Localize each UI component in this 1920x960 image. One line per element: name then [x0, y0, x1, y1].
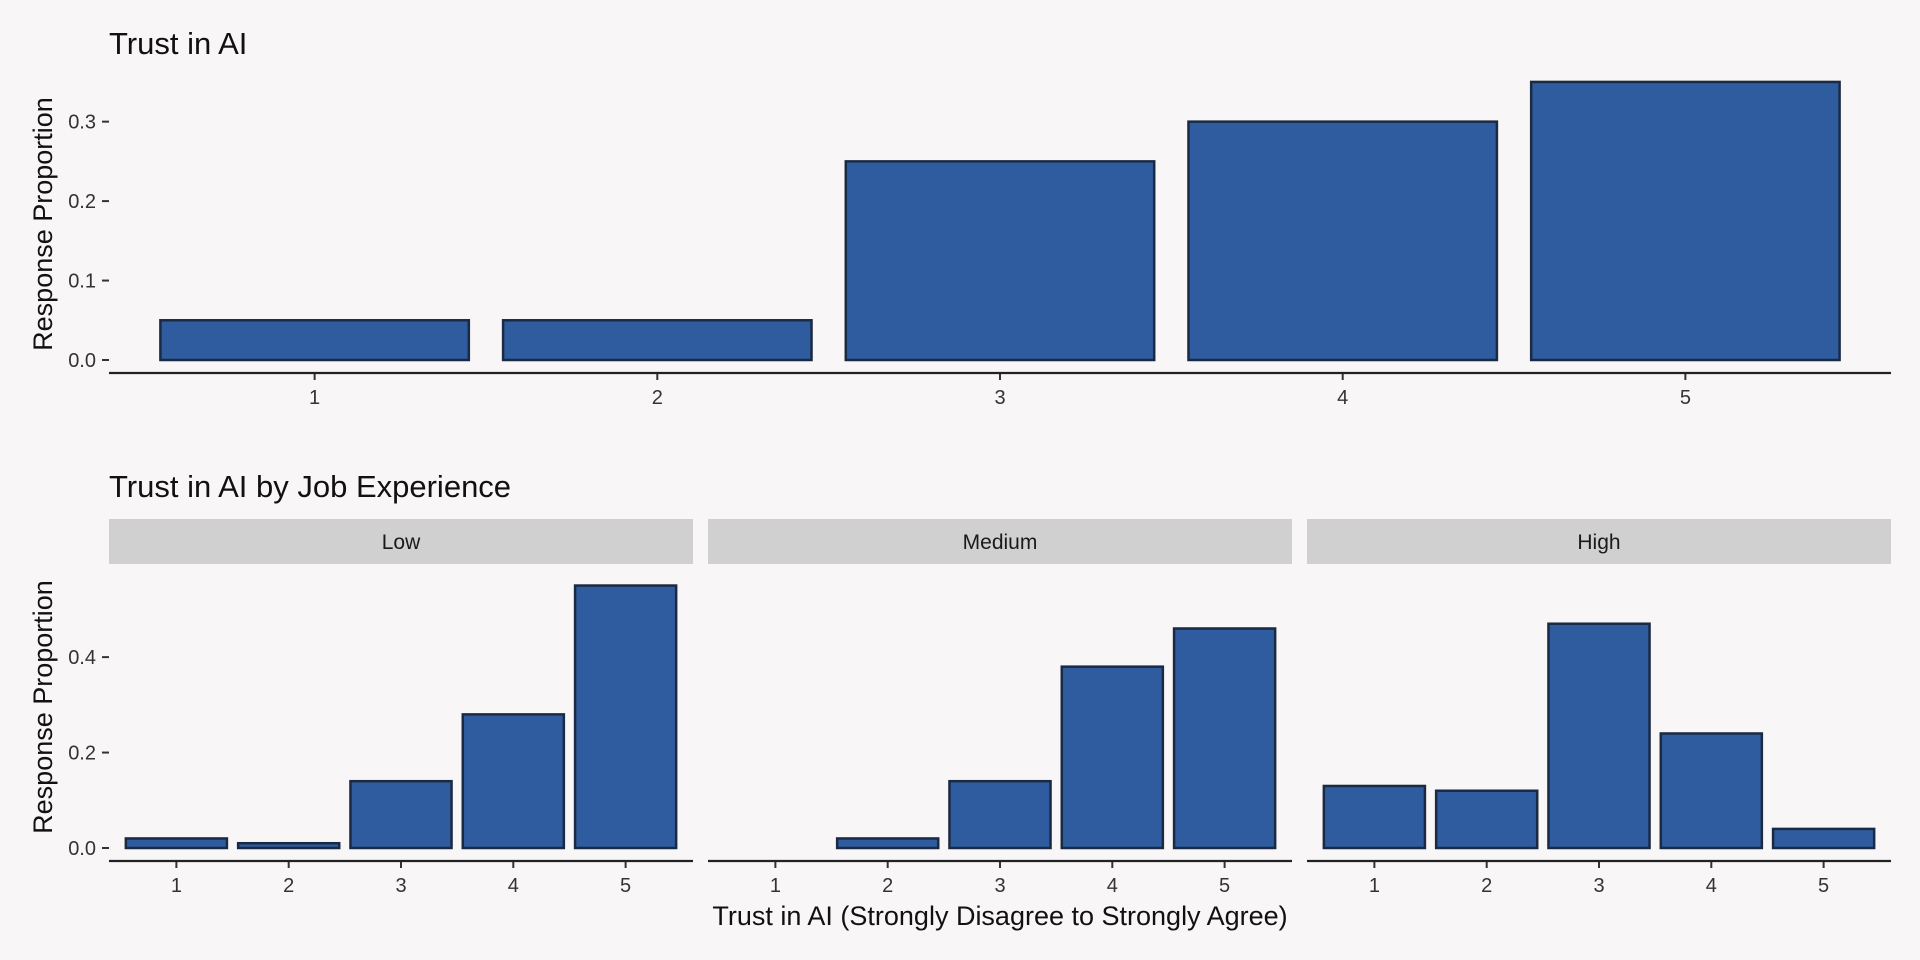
y-tick-label-faceted: 0.0	[68, 838, 96, 860]
bar-low-2	[236, 841, 341, 850]
bar-low-4	[461, 713, 566, 850]
y-ticks-overall: 0.0 0.1 0.2 0.3	[68, 112, 109, 372]
y-tick-label-faceted: 0.2	[68, 743, 96, 765]
bar-medium-3	[948, 779, 1052, 850]
facet-low: Low 1 2 3 4 5	[109, 519, 693, 897]
x-tick-label-medium: 4	[1107, 875, 1118, 897]
x-ticks-overall: 1 2 3 4 5	[309, 373, 1691, 409]
x-tick-label-medium: 3	[994, 875, 1005, 897]
x-tick-label-overall: 1	[309, 387, 320, 409]
chart-title-faceted: Trust in AI by Job Experience	[109, 469, 511, 504]
bar-high-5	[1771, 827, 1876, 850]
y-tick-label-overall: 0.2	[68, 191, 96, 213]
x-tick-label-high: 4	[1706, 875, 1717, 897]
overall-chart: Trust in AI Response Proportion 0.00.10.…	[28, 26, 1891, 409]
x-tick-label-high: 5	[1818, 875, 1829, 897]
bar-medium-5	[1172, 627, 1277, 850]
x-axis-label-faceted: Trust in AI (Strongly Disagree to Strong…	[712, 901, 1287, 931]
bar-low-5	[573, 584, 678, 850]
bar-overall-4	[1187, 120, 1499, 362]
bars-overall	[159, 80, 1841, 362]
x-tick-label-overall: 2	[652, 387, 663, 409]
bar-overall-5	[1529, 80, 1841, 362]
y-tick-label-overall: 0.3	[68, 112, 96, 134]
x-tick-label-high: 2	[1481, 875, 1492, 897]
facet-high: High 1 2 3 4 5	[1307, 519, 1891, 897]
bar-medium-4	[1060, 665, 1165, 850]
x-tick-label-low: 1	[171, 875, 182, 897]
facet-strip-medium	[708, 519, 1292, 564]
facet-label-high: High	[1577, 531, 1620, 554]
x-tick-label-medium: 2	[882, 875, 893, 897]
bar-high-2	[1434, 789, 1539, 850]
bar-high-1	[1322, 784, 1427, 850]
facet-strip-high	[1307, 519, 1891, 564]
y-axis-label-faceted: Response Proportion	[28, 580, 58, 834]
facet-strip-low	[109, 519, 693, 564]
x-tick-label-low: 5	[620, 875, 631, 897]
bar-overall-2	[501, 319, 813, 362]
bar-high-3	[1547, 622, 1651, 850]
bar-overall-1	[159, 319, 471, 362]
x-tick-label-low: 2	[283, 875, 294, 897]
y-tick-label-overall: 0.0	[68, 350, 96, 372]
x-tick-label-low: 3	[395, 875, 406, 897]
x-tick-label-overall: 4	[1337, 387, 1348, 409]
bar-medium-2	[835, 837, 940, 850]
x-tick-label-overall: 3	[994, 387, 1005, 409]
x-tick-label-overall: 5	[1680, 387, 1691, 409]
chart-title-overall: Trust in AI	[109, 26, 247, 61]
y-axis-label-overall: Response Proportion	[28, 97, 58, 351]
x-tick-label-high: 3	[1593, 875, 1604, 897]
y-tick-label-overall: 0.1	[68, 271, 96, 293]
facet-panels: Low 1 2 3 4 5 Medium 1 2 3 4 5 High 1 2 3 4 5	[109, 519, 1891, 897]
facet-medium: Medium 1 2 3 4 5	[708, 519, 1292, 897]
x-tick-label-low: 4	[508, 875, 519, 897]
x-tick-label-high: 1	[1369, 875, 1380, 897]
bar-low-3	[349, 779, 453, 850]
y-ticks-faceted: 0.0 0.2 0.4	[68, 647, 109, 860]
faceted-chart: Trust in AI by Job Experience Response P…	[28, 469, 1891, 931]
facet-label-low: Low	[382, 531, 421, 554]
y-tick-label-faceted: 0.4	[68, 647, 96, 669]
bar-overall-3	[844, 160, 1156, 362]
bar-high-4	[1659, 732, 1764, 850]
x-tick-label-medium: 5	[1219, 875, 1230, 897]
x-tick-label-medium: 1	[770, 875, 781, 897]
facet-label-medium: Medium	[963, 531, 1038, 554]
bar-low-1	[124, 837, 229, 850]
